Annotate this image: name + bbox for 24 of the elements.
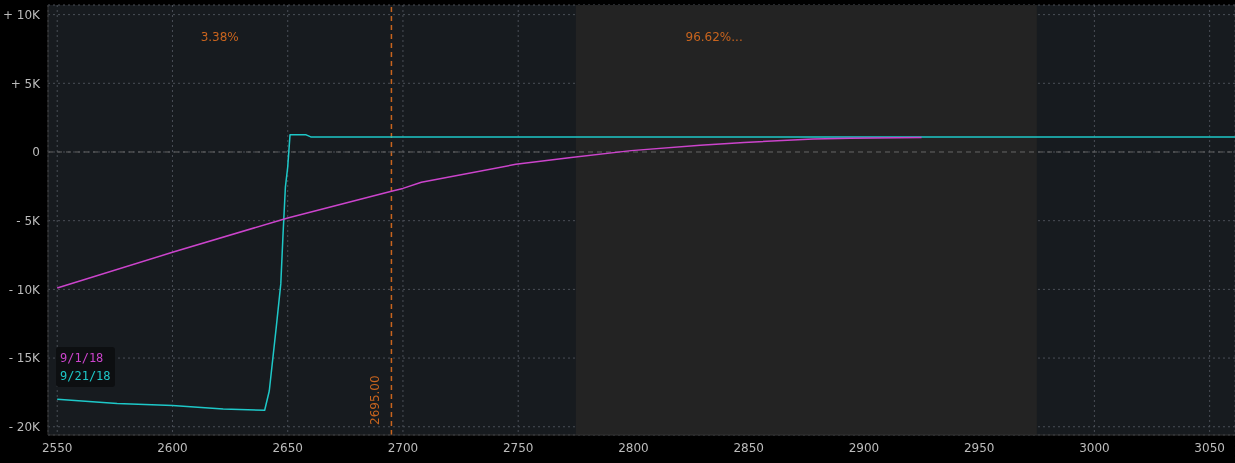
x-tick-label: 2950 <box>963 440 995 455</box>
y-tick-label: - 20K <box>8 420 42 435</box>
series-label: 9/21/18 <box>60 368 111 385</box>
x-tick-label: 2700 <box>387 440 419 455</box>
annotation: 96.62%... <box>685 30 743 44</box>
y-tick-label: - 10K <box>8 282 42 297</box>
x-tick-label: 2650 <box>272 440 303 455</box>
x-tick-label: 2600 <box>157 440 188 455</box>
ref-line-label: 2695.00 <box>368 375 383 425</box>
line-series <box>56 136 923 289</box>
x-tick-label: 2900 <box>848 440 880 455</box>
y-tick-label: - 5K <box>16 213 42 228</box>
text: 9/1/18 <box>60 350 105 367</box>
y-tick-label: + 10K <box>2 7 42 22</box>
x-tick-label: 2850 <box>733 440 764 455</box>
x-tick-label: 3000 <box>1079 440 1110 455</box>
y-tick-label: - 15K <box>8 351 42 366</box>
x-tick-label: 2800 <box>618 440 649 455</box>
x-tick-label: 2550 <box>41 440 73 455</box>
y-tick-label: + 5K <box>10 76 42 91</box>
x-tick-label: 2750 <box>502 440 534 455</box>
x-tick-label: 3050 <box>1194 440 1225 455</box>
y-tick-label: 0 <box>32 145 40 160</box>
annotation: 3.38% <box>200 30 239 44</box>
